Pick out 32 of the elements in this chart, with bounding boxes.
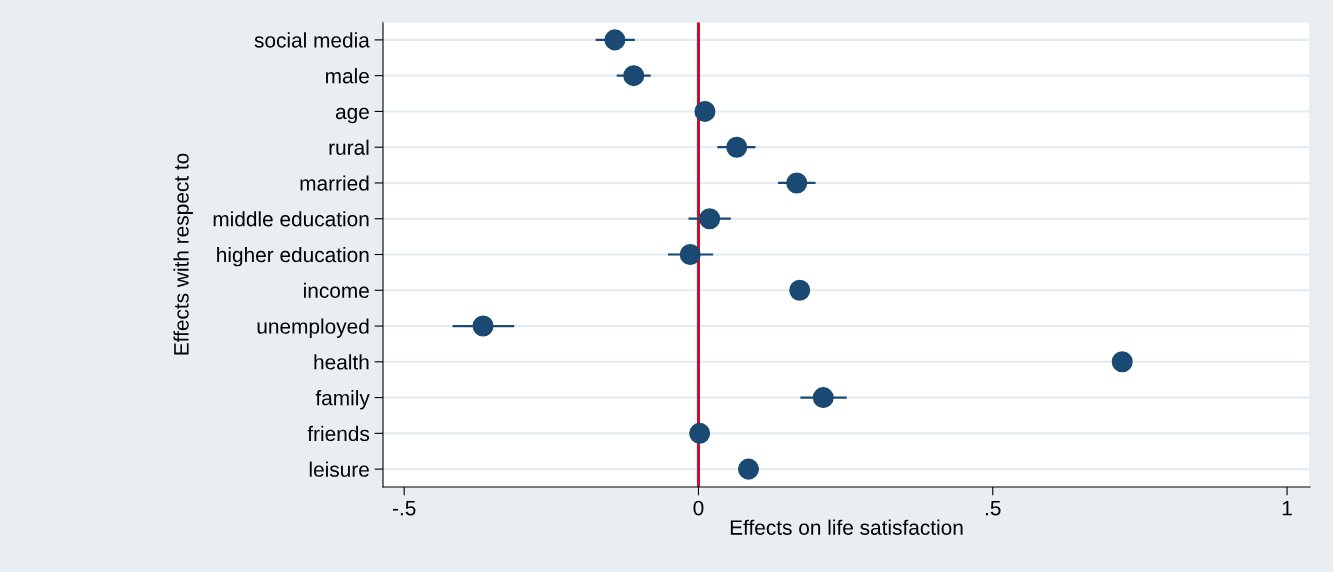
y-tick-label: male (326, 68, 369, 84)
point (812, 387, 834, 409)
y-tick-label: unemployed (257, 318, 369, 338)
y-tick-label: higher education (217, 246, 369, 267)
y-tick-label: friends (307, 425, 370, 442)
point (694, 100, 716, 122)
x-axis-title: Effects on life satisfaction (730, 519, 963, 535)
y-tick-label: middle education (213, 211, 369, 227)
point (737, 458, 760, 480)
point (789, 279, 811, 301)
x-tick-label: 0 (693, 500, 704, 516)
y-tick-label: income (304, 282, 369, 299)
x-tick-label: -.5 (392, 500, 416, 516)
y-tick-label: rural (329, 139, 369, 155)
point (679, 243, 701, 266)
x-tick-label: .5 (985, 500, 1001, 516)
point (472, 315, 494, 337)
y-tick-label: leisure (309, 461, 369, 477)
y-tick-label: health (314, 354, 369, 370)
point (604, 29, 626, 51)
y-axis-title: Effects with respect to (173, 153, 193, 355)
y-tick-label: social media (254, 32, 370, 48)
point (726, 136, 748, 158)
y-tick-label: married (300, 175, 369, 191)
point (1111, 351, 1133, 373)
y-tick-label: family (315, 390, 370, 410)
x-tick-label: 1 (1282, 500, 1292, 516)
point (623, 65, 645, 87)
y-tick-label: age (335, 107, 369, 124)
point (786, 172, 808, 194)
point (689, 422, 711, 444)
point (699, 208, 721, 230)
